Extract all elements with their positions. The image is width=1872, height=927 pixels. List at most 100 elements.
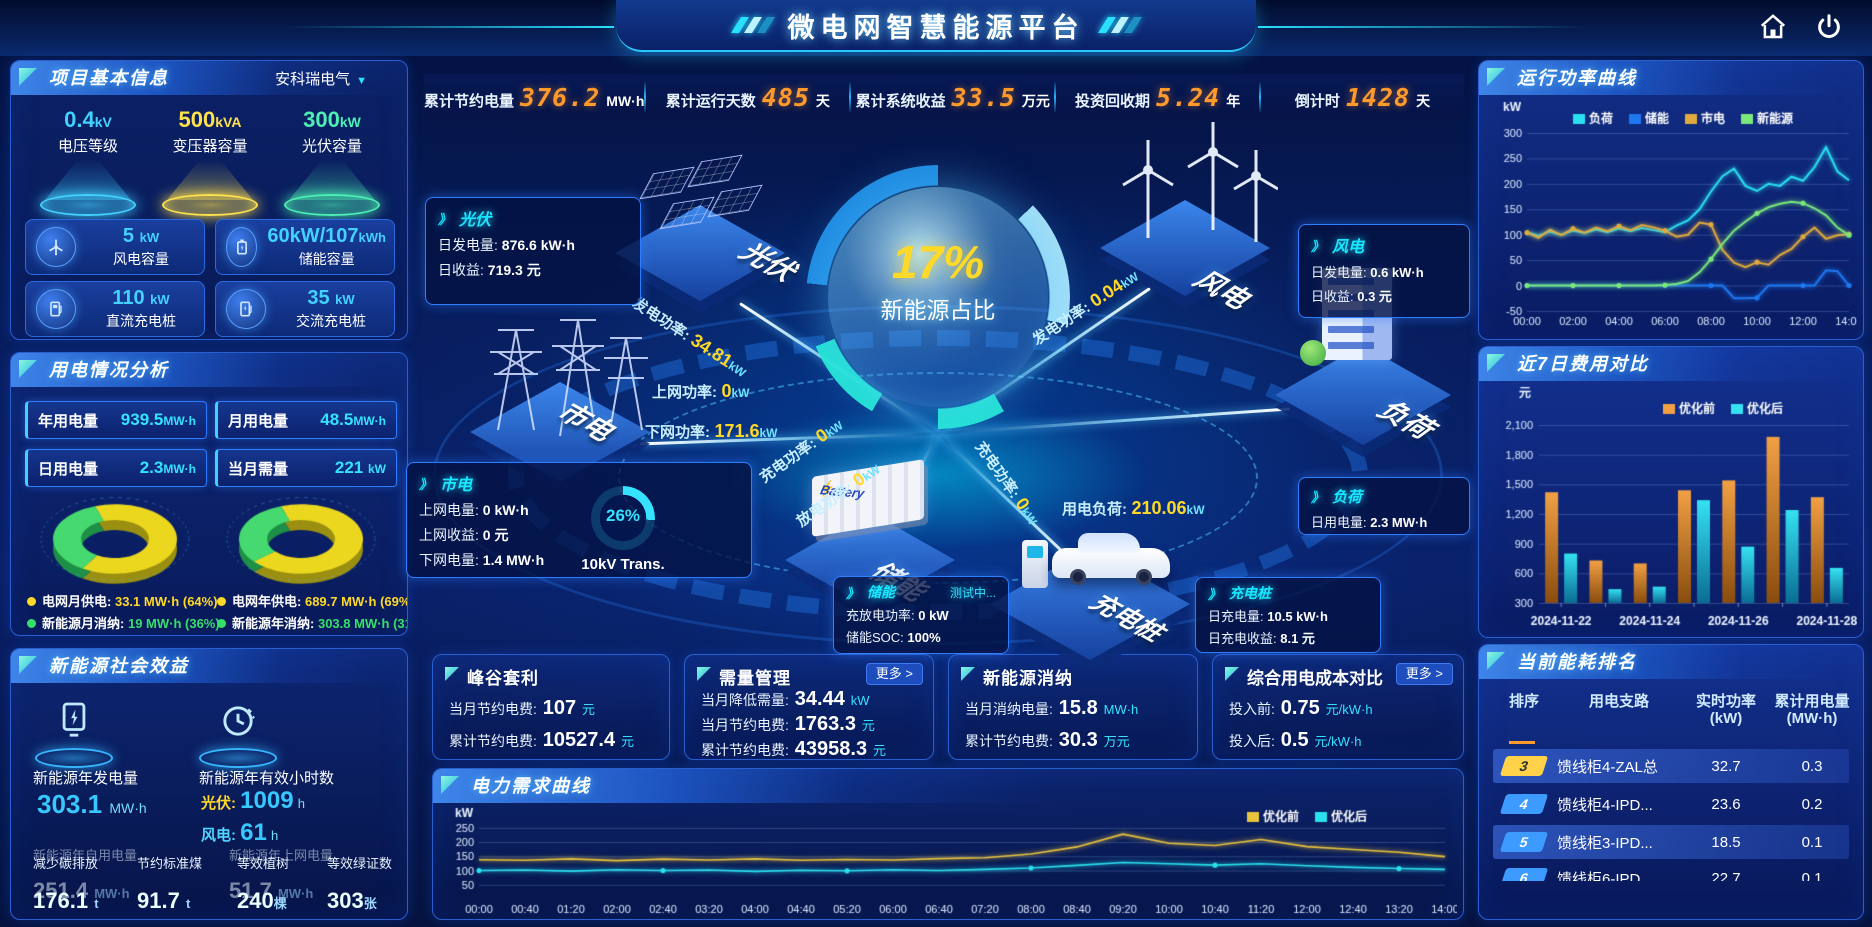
carousel-back-item: 新能源年自用电量 251.4 MW·h [33,848,138,903]
sort-indicator [1509,741,1535,744]
panel-7day-cost: 近7日费用对比 [1478,346,1864,638]
panel-title: 近7日费用对比 [1517,354,1650,374]
rank-table-header: 排序 用电支路 实时功率 (kW) 累计用电量 (MW·h) [1508,693,1850,727]
panel-newenergy-absorb: 新能源消纳 当月消纳电量: 15.8 MW·h 累计节约电费: 30.3 万元 [948,654,1198,760]
carousel-back-item: 新能源年上网电量 51.7 MW·h [229,848,334,903]
stat-day-usage: 日用电量 2.3MW·h [25,449,207,487]
dc-charger-icon [36,289,76,329]
ratio-sphere [828,187,1048,407]
legend-newenergy-month: 新能源月消纳: 19 MW·h (36%) [27,613,220,632]
chevron-down-icon: ▼ [356,75,367,87]
benefit-certs: 等效绿证数 303张 [327,856,393,913]
corner-icon [961,667,975,681]
newenergy-ratio: 17% 新能源占比 [880,236,996,323]
pedestal-transformer: 500kVA 变压器容量 [151,107,269,216]
corner-icon [1487,652,1505,670]
legend-newenergy-year: 新能源年消纳: 303.8 MW·h (31%) [217,613,407,632]
panel-energy-rank: 当前能耗排名 排序 用电支路 实时功率 (kW) 累计用电量 (MW·h) 3 馈线… [1478,644,1864,920]
panel-power-curve: 运行功率曲线 [1478,60,1864,340]
arrow-icon: 》 [1311,490,1325,505]
solar-panel-icon [687,154,743,188]
panel-peak-valley: 峰谷套利 当月节约电费: 107 元 累计节约电费: 10527.4 元 [432,654,670,760]
corner-icon [697,667,711,681]
flow-grid-down: 下网功率: 171.6kW [645,421,778,441]
top-bar: 微电网智慧能源平台 [0,0,1872,56]
battery-icon [226,227,258,267]
arrow-icon: 》 [438,211,452,227]
panel-usage-analysis: 用电情况分析 年用电量 939.5MW·h 月用电量 48.5MW·h 日用电量 2.… [10,352,408,636]
table-row[interactable]: 3 馈线柜4-ZAL总 32.7 0.3 [1493,749,1849,783]
pv-platform [615,205,785,313]
corner-icon [445,667,459,681]
wind-hours: 风电: 61 h [201,819,279,846]
table-row[interactable]: 6 馈线柜6-IPD 22.7 0.1 [1493,863,1849,881]
infobox-storage: 》储能 测试中... 充放电功率: 0 kW 储能SOC: 100% [833,576,1009,654]
panel-demand-curve: 电力需求曲线 [432,768,1464,920]
panel-title: 用电情况分析 [49,360,169,380]
infobox-charger: 》充电桩 日充电量: 10.5 kW·h 日充电收益: 8.1 元 [1195,577,1381,653]
more-button[interactable]: 更多 > [1395,663,1453,685]
lightning-deco-right [1097,17,1142,33]
transmission-tower-icon [490,319,648,437]
capacity-storage: 60kW/107kWh 储能容量 [215,219,395,275]
header-line-left [284,26,614,28]
table-row[interactable]: 5 馈线柜3-IPD... 18.5 0.1 [1493,825,1849,859]
solar-panel-icon [639,166,695,200]
corner-icon [1487,354,1505,372]
gen-label: 新能源年发电量 [33,770,139,787]
panel-social-benefit: 新能源社会效益 新能源年发电量 303.1 MW·h 新能源年有效小时数 光伏:… [10,648,408,920]
header-line-right [1258,26,1588,28]
panel-title: 当前能耗排名 [1517,652,1637,672]
capacity-wind: 5 kW 风电容量 [25,219,205,275]
legend-grid-year: 电网年供电: 689.7 MW·h (69%) [217,591,407,610]
hours-label: 新能源年有效小时数 [199,770,335,787]
pedestal-pv: 300kW 光伏容量 [273,107,391,216]
pv-hours: 光伏: 1009 h [201,787,305,814]
wind-platform [1100,200,1270,308]
transformer-gauge: 26% 10kV Trans. [578,486,668,573]
arrow-icon: 》 [1311,238,1325,254]
ev-car-icon [1052,533,1170,585]
benefit-co2: 减少碳排放 176.1 t [33,856,99,913]
page-title: 微电网智慧能源平台 [787,12,1085,43]
demand-curve-chart [441,805,1457,917]
kpi-payback: 投资回收期 5.24 年 [1075,82,1241,112]
corner-icon [19,656,37,674]
table-row[interactable]: 4 馈线柜4-IPD... 23.6 0.2 [1493,787,1849,821]
generation-icon [29,701,119,768]
stat-month-demand: 当月需量 221 kW [215,449,397,487]
capacity-ac-charger: 35 kW 交流充电桩 [215,281,395,337]
panel-project-info: 项目基本信息 安科瑞电气 ▼ 0.4kV 电压等级 500kVA 变压器容量 30… [10,60,408,340]
lightning-deco-left [730,17,775,33]
power-icon[interactable] [1814,12,1844,42]
pedestal-voltage: 0.4kV 电压等级 [29,107,147,216]
panel-title: 运行功率曲线 [1517,68,1637,88]
home-icon[interactable] [1758,12,1788,42]
kpi-saved-energy: 累计节约电量 376.2 MW·h [424,82,645,112]
kpi-run-days: 累计运行天数 485 天 [665,82,830,112]
arrow-icon: 》 [419,476,433,492]
tree-icon [1300,340,1326,366]
legend-grid-month: 电网月供电: 33.1 MW·h (64%) [27,591,218,610]
benefit-trees: 等效植树 240棵 [237,856,290,913]
header-emblem: 微电网智慧能源平台 [616,0,1256,52]
corner-icon [441,776,459,794]
flow-load: 用电负荷: 210.06kW [1062,498,1205,518]
kpi-system-income: 累计系统收益 33.5 万元 [855,82,1050,112]
kpi-countdown: 倒计时 1428 天 [1294,82,1431,112]
donut-year-supply [213,493,393,597]
infobox-load: 》负荷 日用电量: 2.3 MW·h [1298,477,1470,535]
cost-compare-chart [1487,385,1857,633]
donut-month-supply [27,493,207,597]
power-curve-chart [1487,99,1857,335]
charger-post-icon [1022,540,1048,588]
more-button[interactable]: 更多 > [865,663,923,685]
ac-charger-icon [226,289,266,329]
corner-icon [19,360,37,378]
infobox-grid: 》市电 上网电量: 0 kW·h 上网收益: 0 元 下网电量: 1.4 MW·… [406,462,752,578]
clock-icon [193,701,283,768]
panel-title: 电力需求曲线 [471,776,591,796]
benefit-coal: 节约标准煤 91.7 t [137,856,203,913]
company-select[interactable]: 安科瑞电气 ▼ [275,71,367,88]
